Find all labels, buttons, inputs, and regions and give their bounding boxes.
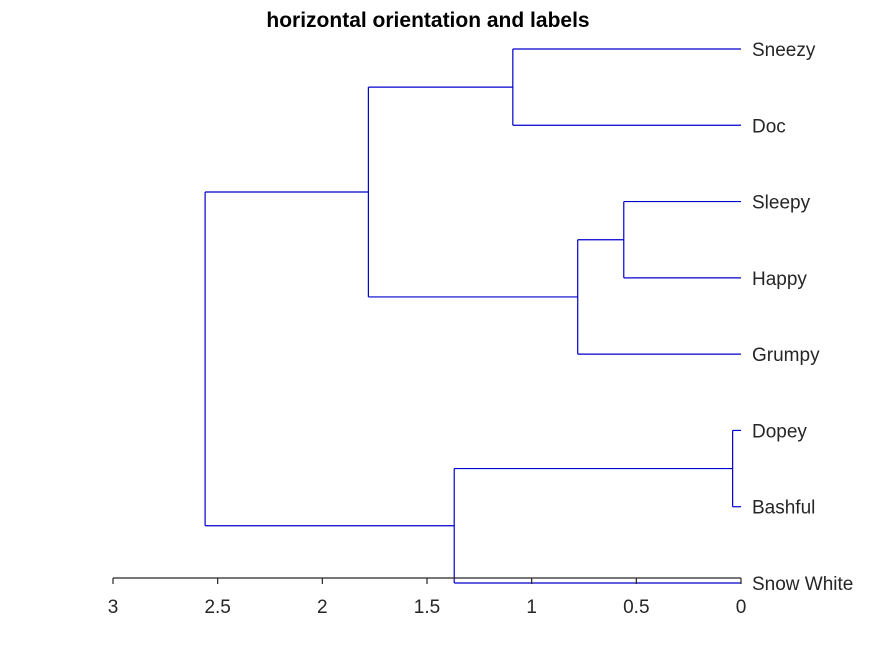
x-tick-label: 2.5	[204, 597, 230, 618]
x-tick-label: 0.5	[623, 597, 649, 618]
leaf-label: Dopey	[752, 421, 807, 442]
leaf-label: Bashful	[752, 498, 815, 519]
chart-title: horizontal orientation and labels	[266, 9, 589, 32]
x-tick-label: 3	[108, 597, 119, 618]
x-axis: 3 2.5 2 1.5 1 0.5 0	[108, 577, 747, 618]
dendrogram-links	[204, 48, 741, 584]
x-tick-label: 2	[317, 597, 328, 618]
x-tick-label: 0	[736, 597, 747, 618]
x-tick-label: 1.5	[414, 597, 440, 618]
leaf-label: Doc	[752, 116, 786, 137]
leaf-label: Sneezy	[752, 40, 816, 61]
leaf-label: Sleepy	[752, 193, 811, 214]
leaf-label: Snow White	[752, 574, 853, 595]
leaf-labels: Sneezy Doc Sleepy Happy Grumpy Dopey Bashful Sn…	[752, 40, 853, 595]
x-tick-label: 1	[526, 597, 537, 618]
leaf-label: Grumpy	[752, 345, 820, 366]
leaf-label: Happy	[752, 269, 807, 290]
